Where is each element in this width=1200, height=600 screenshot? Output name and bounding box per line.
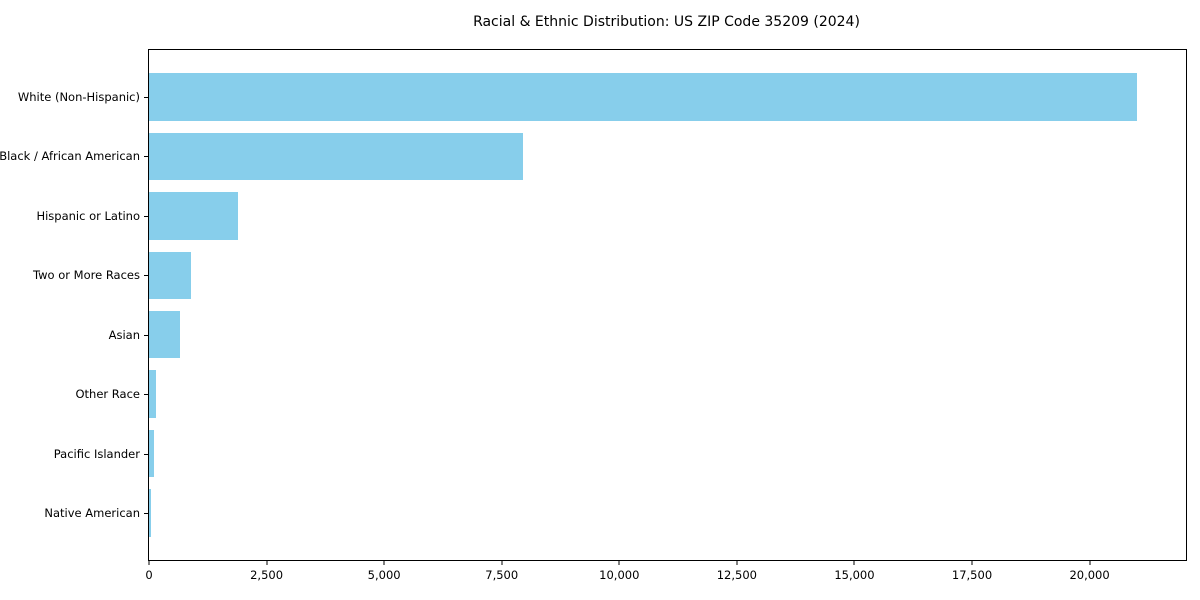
y-tick-label: Asian <box>108 327 140 342</box>
y-tick-label: Black / African American <box>0 149 140 164</box>
bar <box>149 370 156 418</box>
bar <box>149 192 239 240</box>
plot-area: White (Non-Hispanic) Black / African Amer… <box>0 49 1187 582</box>
y-tick-label: White (Non-Hispanic) <box>17 89 140 104</box>
y-tick-mark <box>144 275 148 277</box>
y-tick-mark <box>144 513 148 515</box>
bar <box>149 429 155 478</box>
x-tick-label: 5,000 <box>367 568 401 582</box>
x-tick-label: 0 <box>145 568 153 582</box>
y-tick-label: Hispanic or Latino <box>36 208 140 223</box>
y-tick-label: Pacific Islander <box>53 446 140 461</box>
chart-title: Racial & Ethnic Distribution: US ZIP Cod… <box>473 14 860 30</box>
x-tick-mark <box>1089 561 1091 565</box>
x-tick-mark <box>971 561 973 565</box>
x-tick-mark <box>148 561 150 565</box>
bar <box>149 73 1137 121</box>
y-tick-mark <box>144 334 148 336</box>
y-tick-mark <box>144 215 148 217</box>
y-tick-label: Native American <box>44 506 140 521</box>
y-tick-mark <box>144 453 148 455</box>
x-tick-label: 7,500 <box>485 568 519 582</box>
x-tick-mark <box>266 561 268 565</box>
y-tick-label: Two or More Races <box>33 268 140 283</box>
x-tick-label: 10,000 <box>599 568 640 582</box>
y-tick-mark <box>144 394 148 396</box>
x-tick-label: 17,500 <box>951 568 993 582</box>
bar <box>149 310 180 359</box>
x-tick-label: 12,500 <box>716 568 757 582</box>
x-tick-label: 15,000 <box>834 568 875 582</box>
y-tick-mark <box>144 156 148 158</box>
y-tick-label: Other Race <box>75 387 141 402</box>
x-tick-mark <box>618 561 620 565</box>
x-tick-mark <box>853 561 855 565</box>
x-tick-mark <box>501 561 503 565</box>
y-tick-mark <box>144 96 148 98</box>
bar <box>149 489 152 537</box>
x-tick-label: 20,000 <box>1069 568 1110 582</box>
x-tick-label: 2,500 <box>250 568 284 582</box>
x-tick-mark <box>383 561 385 565</box>
bar <box>149 132 523 181</box>
x-tick-mark <box>736 561 738 565</box>
bar <box>149 251 192 300</box>
